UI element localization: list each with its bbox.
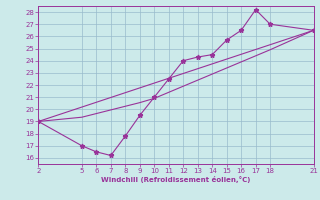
X-axis label: Windchill (Refroidissement éolien,°C): Windchill (Refroidissement éolien,°C) (101, 176, 251, 183)
